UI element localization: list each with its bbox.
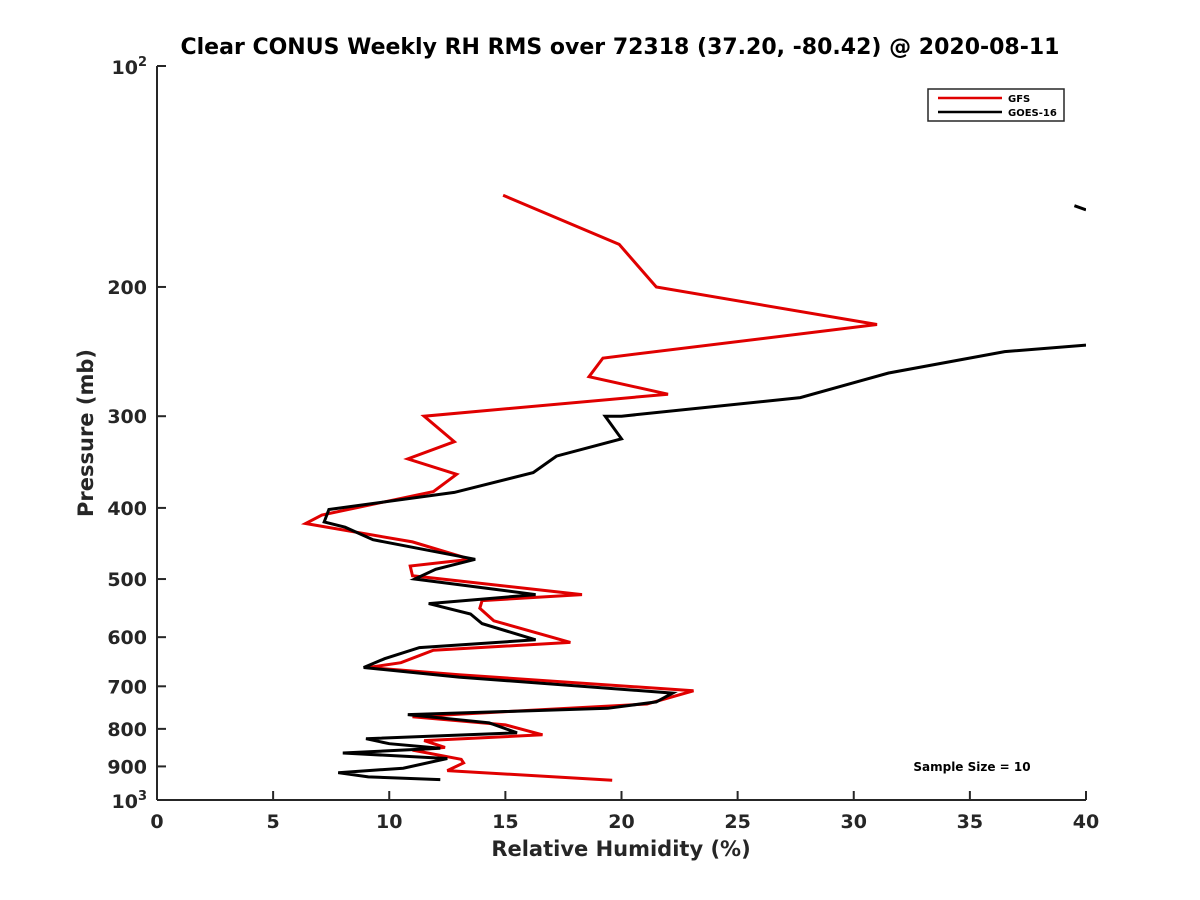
- plot-lines: [300, 193, 1086, 782]
- x-tick-label: 40: [1073, 811, 1099, 833]
- y-tick-label: 102: [112, 55, 148, 79]
- y-axis-label: Pressure (mb): [74, 349, 98, 517]
- y-tick-label: 400: [107, 498, 147, 520]
- x-tick-label: 10: [376, 811, 402, 833]
- x-tick-label: 15: [492, 811, 518, 833]
- y-tick-label: 300: [107, 406, 147, 428]
- x-tick-label: 20: [608, 811, 634, 833]
- legend-label-goes-16: GOES-16: [1008, 108, 1057, 119]
- sample-size-annotation: Sample Size = 10: [913, 760, 1030, 774]
- y-tick-label: 900: [107, 756, 147, 778]
- x-tick-label: 30: [841, 811, 867, 833]
- legend-label-gfs: GFS: [1008, 94, 1030, 105]
- legend: GFS GOES-16: [927, 88, 1065, 122]
- x-axis-label: Relative Humidity (%): [491, 837, 750, 861]
- y-ticks: 200 300 400 500 600 700 800 900 102 103: [107, 55, 166, 813]
- chart-title: Clear CONUS Weekly RH RMS over 72318 (37…: [181, 35, 1060, 60]
- x-tick-label: 25: [724, 811, 750, 833]
- series-line-goes-16: [322, 343, 1086, 782]
- y-tick-label: 800: [107, 719, 147, 741]
- y-tick-label: 500: [107, 569, 147, 591]
- y-tick-label: 700: [107, 676, 147, 698]
- x-ticks: 0 5 10 15 20 25 30 35 40: [150, 791, 1099, 833]
- x-tick-label: 35: [957, 811, 983, 833]
- x-tick-label: 5: [267, 811, 280, 833]
- series-line-goes-16: [1073, 204, 1086, 212]
- y-tick-label: 103: [112, 789, 148, 813]
- y-tick-label: 600: [107, 627, 147, 649]
- y-tick-label: 200: [107, 277, 147, 299]
- legend-box: [927, 88, 1065, 122]
- x-tick-label: 0: [150, 811, 163, 833]
